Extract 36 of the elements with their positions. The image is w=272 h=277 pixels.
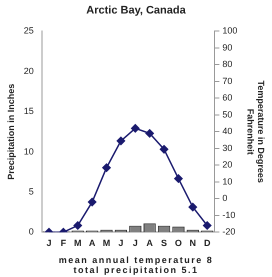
y2-tick-label: 10 (222, 176, 232, 186)
y2-tick-label: 20 (222, 160, 232, 170)
y-tick-label: 25 (24, 26, 34, 36)
x-tick-label: S (161, 238, 168, 248)
y2-tick-label: 80 (222, 59, 232, 70)
x-tick-label: N (190, 238, 196, 248)
y-tick-label: 10 (24, 146, 34, 156)
y2-axis-title: Temperature in Degrees Fahrenheit (245, 80, 266, 183)
chart-title: Arctic Bay, Canada (86, 4, 187, 17)
y2-tick-label: 50 (222, 109, 232, 120)
y-tick-label: 20 (24, 66, 34, 76)
text: mean annual temperature 8 (58, 255, 214, 265)
y2-tick-label: -20 (222, 226, 236, 237)
y-tick-label: 5 (28, 186, 34, 196)
x-tick-label: J (46, 238, 52, 248)
y2-tick-label: 40 (222, 126, 232, 136)
x-tick-label: A (146, 238, 154, 248)
x-tick-label: O (174, 238, 182, 248)
y2-tick-label: 0 (222, 193, 228, 204)
y2-tick-label: 90 (222, 42, 232, 52)
x-tick-label: M (74, 238, 82, 248)
y-tick-label: 0 (28, 226, 34, 237)
x-tick-label: D (204, 238, 211, 248)
y2-tick-label: -10 (222, 210, 236, 220)
y2-tick-label: 60 (222, 92, 232, 103)
x-tick-label: M (102, 238, 110, 248)
y2-tick-label: 100 (222, 26, 238, 36)
x-tick-label: A (88, 238, 96, 248)
y-tick-label: 15 (24, 106, 34, 116)
y2-tick-label: 30 (222, 142, 232, 153)
text: total precipitation 5.1 (72, 265, 200, 275)
x-tick-label: J (118, 238, 124, 248)
x-tick-label: J (132, 238, 138, 248)
y2-tick-label: 70 (222, 76, 232, 86)
x-tick-label: F (60, 238, 67, 248)
y-axis-title: Precipitation in Inches (6, 84, 16, 180)
